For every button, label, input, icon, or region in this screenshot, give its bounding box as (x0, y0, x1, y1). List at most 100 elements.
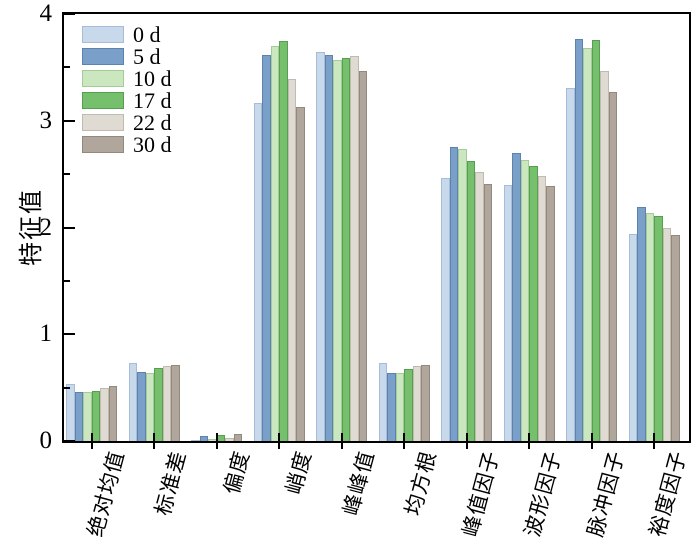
legend-label: 0 d (133, 22, 161, 47)
legend-swatch (82, 70, 124, 87)
bar (270, 46, 279, 441)
bar (574, 38, 583, 441)
x-tick-label-text: 波形因子 (520, 448, 567, 540)
x-tick (340, 433, 343, 449)
bar (645, 212, 654, 441)
y-major-tick (64, 226, 75, 229)
bar (671, 234, 680, 441)
legend-label: 10 d (133, 66, 172, 91)
bar (171, 365, 180, 441)
bar (537, 176, 546, 441)
bar (83, 391, 92, 441)
bar (137, 371, 146, 441)
y-tick-label: 4 (39, 0, 53, 27)
bar (378, 363, 387, 441)
bar (225, 437, 234, 441)
y-tick-label: 0 (39, 427, 53, 454)
x-tick-label-text: 均方根 (400, 448, 442, 518)
x-tick-label-text: 标准差 (150, 448, 192, 518)
bar (591, 39, 600, 441)
bar (483, 183, 492, 441)
y-minor-tick (64, 66, 70, 69)
bar (404, 369, 413, 441)
x-tick-label-text: 峰峰值 (338, 448, 379, 518)
bar (512, 152, 521, 441)
bar (100, 387, 109, 441)
bar (387, 372, 396, 441)
x-tick-label-text: 偏度 (218, 448, 254, 497)
bar (628, 233, 637, 441)
x-tick-label-text: 裕度因子 (645, 448, 692, 540)
x-tick-label-text: 峰值因子 (457, 448, 504, 540)
bar (199, 435, 208, 441)
bar (296, 106, 305, 441)
y-tick-label: 2 (39, 213, 53, 241)
plot-area (64, 13, 689, 449)
legend-swatch (82, 114, 124, 131)
bar (546, 185, 555, 441)
legend-swatch (82, 26, 124, 43)
legend-item: 5 d (82, 44, 172, 69)
bar (503, 184, 512, 441)
bar (262, 54, 271, 441)
bar (253, 102, 262, 441)
bar (287, 79, 296, 441)
y-major-tick (64, 333, 75, 336)
bar (91, 390, 100, 441)
bar (421, 365, 430, 441)
bar (341, 57, 350, 441)
bar (608, 91, 617, 441)
y-tick-label: 3 (39, 106, 53, 134)
bar (74, 391, 83, 441)
legend-label: 30 d (133, 132, 172, 157)
bar (412, 366, 421, 441)
legend-item: 0 d (82, 22, 172, 47)
legend-label: 22 d (133, 110, 172, 135)
bar (449, 147, 458, 441)
bar (191, 439, 200, 441)
x-tick (465, 433, 468, 449)
legend-item: 30 d (82, 132, 172, 157)
bar (162, 366, 171, 441)
x-tick (153, 433, 155, 449)
legend-swatch (82, 92, 124, 109)
bar (350, 55, 359, 441)
y-major-tick (64, 440, 75, 442)
bar (145, 372, 154, 441)
bar (600, 70, 609, 441)
bar (466, 161, 475, 441)
x-tick (215, 433, 218, 449)
bar (441, 178, 450, 441)
x-tick (528, 433, 530, 449)
bar (279, 40, 288, 441)
x-tick-label-text: 绝对均值 (82, 448, 129, 540)
plot-box (62, 12, 691, 449)
bar (154, 368, 163, 441)
bar (216, 434, 225, 441)
bar (66, 384, 75, 441)
legend-label: 5 d (133, 44, 161, 69)
bar (233, 433, 242, 441)
bar (654, 215, 663, 441)
legend-item: 17 d (82, 88, 172, 113)
x-tick (90, 433, 93, 449)
x-tick (590, 433, 593, 449)
bar (358, 70, 367, 441)
bar (583, 48, 592, 441)
y-minor-tick (64, 386, 70, 389)
bar (316, 52, 325, 441)
x-tick-label-text: 峭度 (281, 448, 317, 497)
legend-swatch (82, 48, 124, 65)
bar (128, 363, 137, 441)
bar (324, 54, 333, 441)
legend-label: 17 d (133, 88, 172, 113)
y-tick-label: 1 (39, 320, 53, 348)
x-tick-label-text: 脉冲因子 (582, 448, 629, 540)
bar (520, 160, 529, 441)
y-major-tick (64, 119, 75, 122)
y-minor-tick (64, 173, 70, 176)
y-major-tick (64, 13, 75, 15)
y-minor-tick (64, 279, 70, 282)
